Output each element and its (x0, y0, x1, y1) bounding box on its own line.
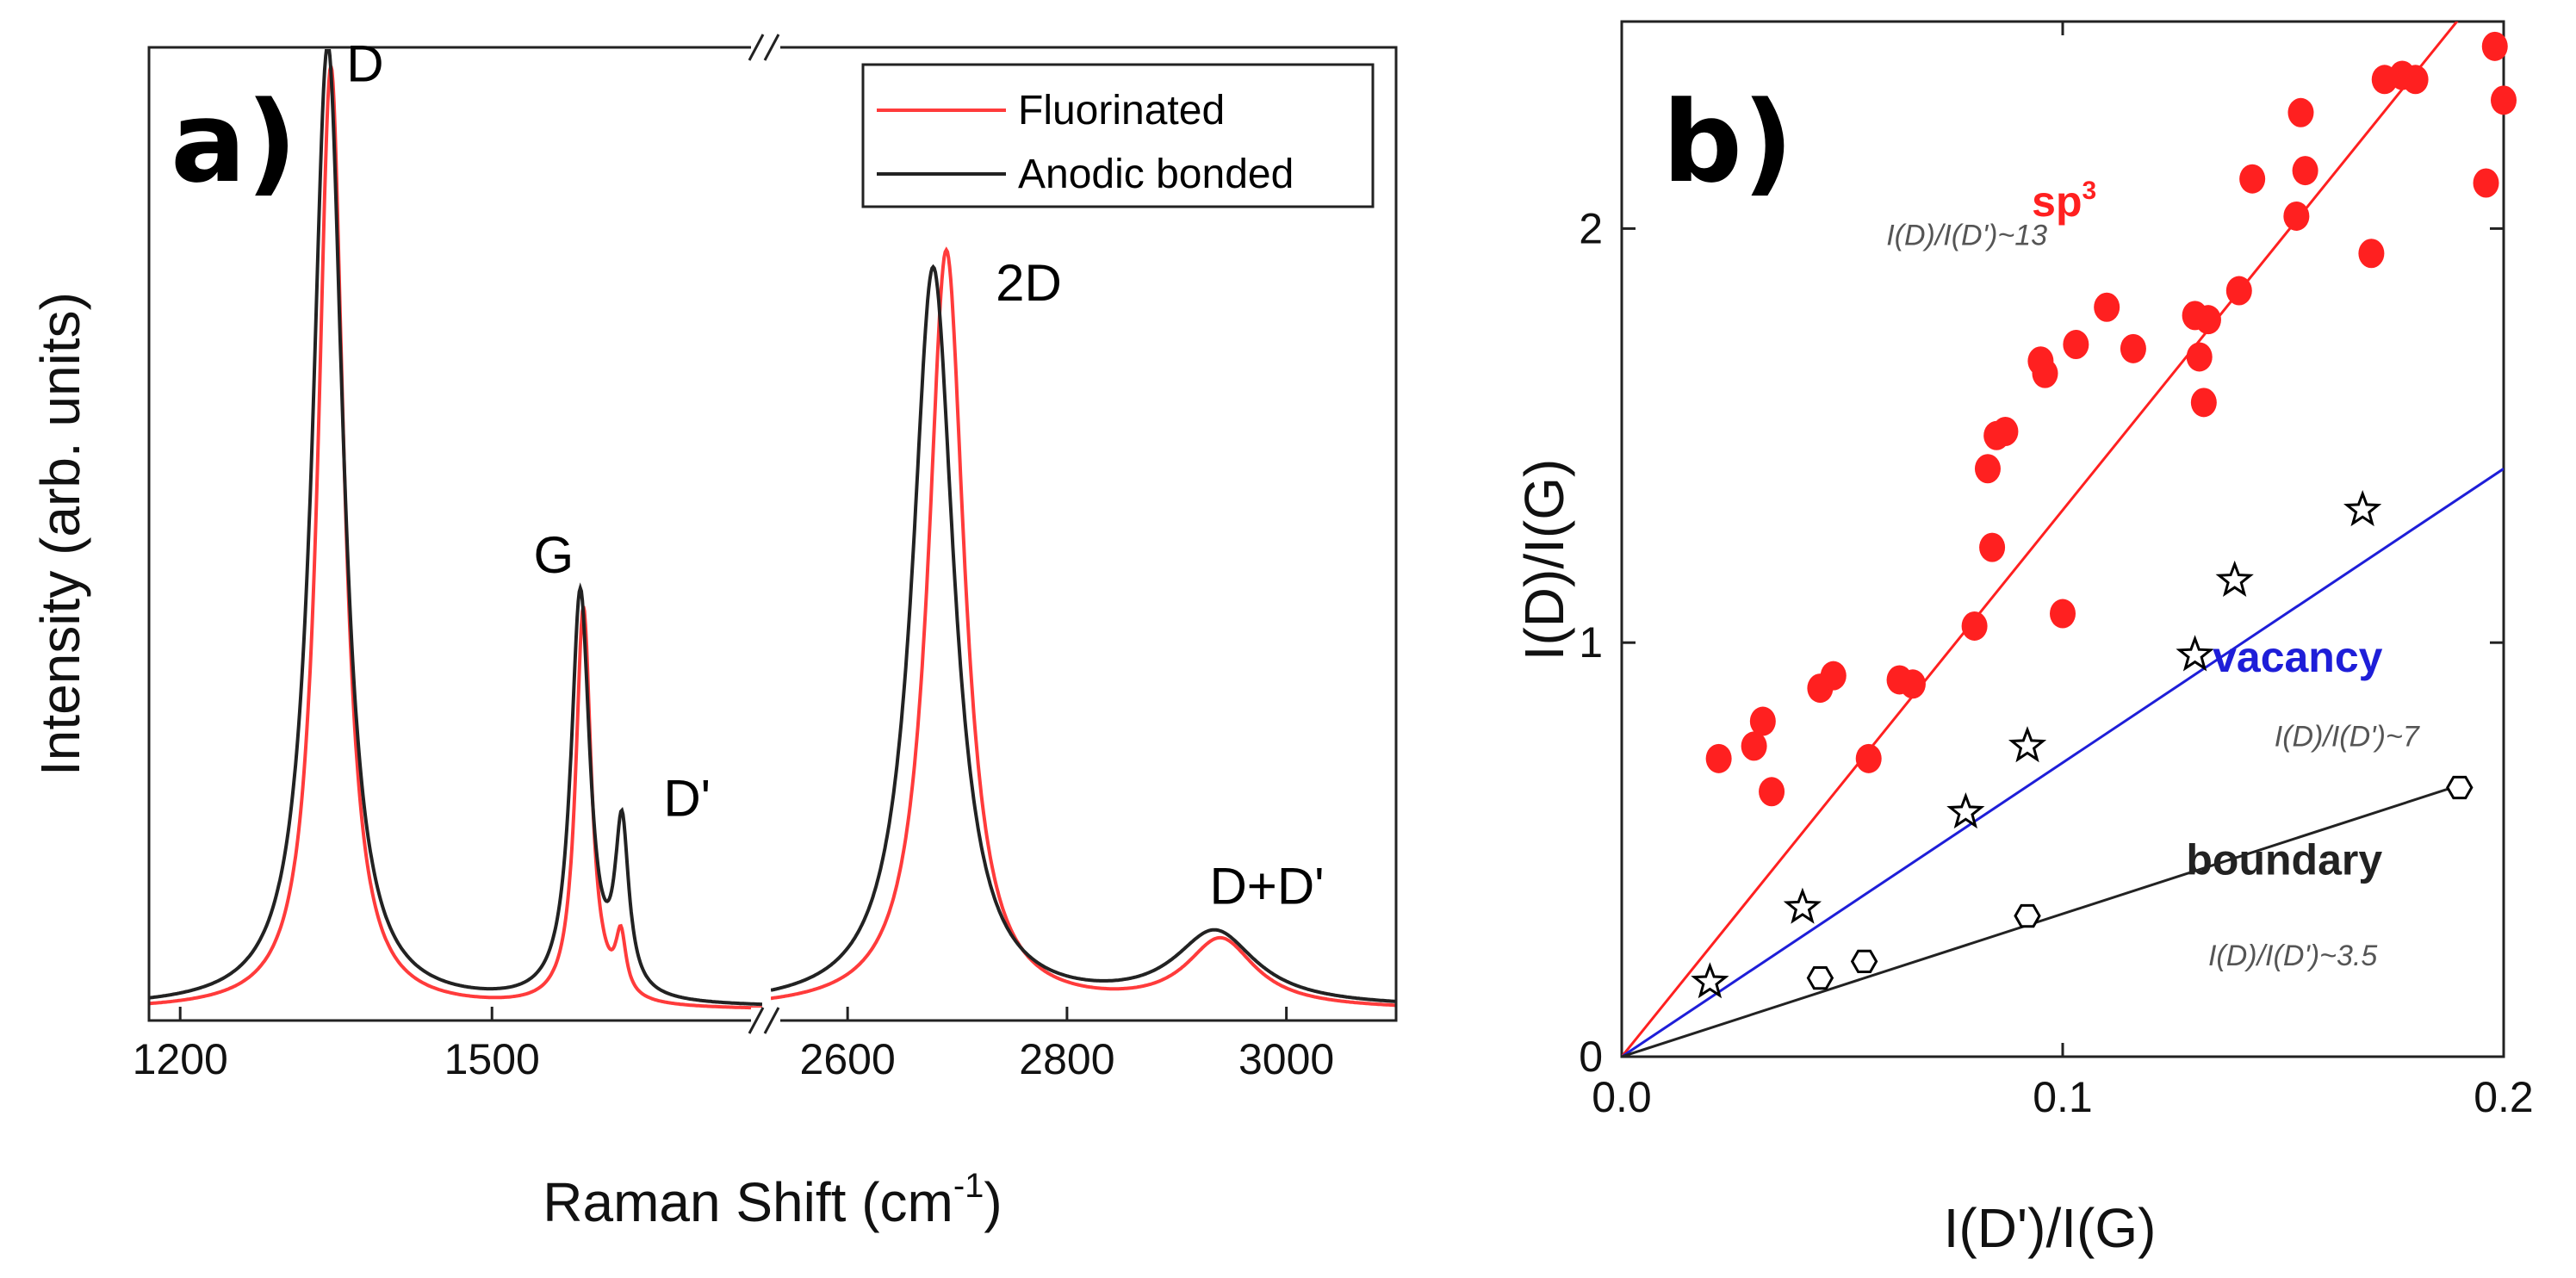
point-vacancy-6 (2343, 490, 2382, 527)
spectrum-curves (149, 49, 1396, 1010)
fit-line-boundary (1622, 784, 2461, 1057)
point-sp3-15 (2032, 358, 2058, 388)
legend-label-fluorinated: Fluorinated (1018, 88, 1225, 133)
point-sp3-25 (2239, 164, 2266, 194)
point-sp3-32 (2402, 65, 2429, 95)
x-tick-label-3000: 3000 (1238, 1035, 1334, 1083)
series-label-vacancy: vacancy (2213, 633, 2383, 681)
spectrum-line-anodic-bonded-segment-1 (149, 49, 762, 1007)
series-label-sp3: sp3 (2032, 177, 2096, 226)
point-sp3-3 (1759, 777, 1785, 807)
point-sp3-5 (1820, 661, 1847, 691)
point-boundary-2 (2014, 903, 2041, 928)
point-vacancy-1 (1783, 887, 1822, 924)
point-vacancy-4 (2176, 635, 2214, 672)
point-sp3-24 (2225, 276, 2252, 306)
b-y-tick-label-1: 1 (1579, 618, 1603, 667)
b-x-tick-label-2: 0.2 (2474, 1073, 2534, 1121)
point-boundary-0 (1806, 966, 1834, 990)
x-axis-title-close: ) (984, 1171, 1002, 1233)
point-vacancy-2 (1946, 792, 1985, 829)
point-sp3-8 (1899, 669, 1926, 699)
point-sp3-2 (1749, 706, 1776, 736)
point-sp3-13 (1992, 416, 2019, 446)
point-sp3-11 (1979, 532, 2006, 562)
x-tick-label-1500: 1500 (444, 1035, 540, 1083)
peak-label-d: D (346, 35, 383, 93)
panel-b-x-axis-title: I(D')/I(G) (1944, 1197, 2157, 1259)
series-annotations: sp3I(D)/I(D')~13vacancyI(D)/I(D')~7bound… (1886, 177, 2420, 972)
series-label-superscript-sp3: 3 (2083, 177, 2097, 205)
point-sp3-18 (2094, 292, 2120, 322)
point-sp3-9 (1961, 611, 1988, 641)
panel-a-x-ticks: 1200 1500 2600 2800 3000 (133, 1007, 1334, 1083)
point-boundary-3 (2446, 775, 2474, 800)
ratio-label-boundary: I(D)/I(D')~3.5 (2208, 940, 2377, 972)
point-sp3-16 (2050, 599, 2076, 629)
peak-label-dd: D+D' (1209, 857, 1324, 915)
b-y-tick-label-2: 2 (1579, 204, 1603, 252)
series-label-text-sp3: sp (2032, 177, 2082, 226)
point-vacancy-5 (2215, 560, 2254, 597)
peak-label-g: G (534, 526, 574, 584)
peak-label-2d: 2D (996, 254, 1062, 312)
point-sp3-0 (1705, 743, 1732, 773)
point-sp3-23 (2194, 305, 2221, 335)
point-sp3-33 (2473, 168, 2499, 198)
point-sp3-19 (2120, 333, 2146, 363)
point-sp3-34 (2481, 31, 2508, 61)
ratio-label-vacancy: I(D)/I(D')~7 (2275, 720, 2420, 753)
point-vacancy-0 (1691, 962, 1729, 999)
series-label-boundary: boundary (2186, 835, 2382, 884)
point-sp3-35 (2491, 85, 2517, 115)
panel-a-label: a) (171, 77, 297, 208)
b-y-tick-label-0: 0 (1579, 1033, 1603, 1081)
b-x-tick-label-0: 0.0 (1592, 1073, 1652, 1121)
point-vacancy-3 (2008, 726, 2047, 763)
peak-label-d: D' (663, 770, 711, 828)
point-sp3-27 (2287, 97, 2314, 127)
panel-b-label: b) (1662, 77, 1793, 208)
axis-break-marker-bottom (748, 1007, 780, 1034)
panel-b-axis-ticks: 0.0 0.1 0.2 0 1 2 (1579, 22, 2534, 1121)
point-sp3-10 (1974, 454, 2001, 484)
data-points (1691, 31, 2517, 999)
x-tick-label-2800: 2800 (1019, 1035, 1114, 1083)
point-sp3-26 (2283, 201, 2310, 231)
point-boundary-1 (1850, 949, 1878, 973)
x-tick-label-2600: 2600 (800, 1035, 896, 1083)
spectrum-line-fluorinated-segment-2 (771, 246, 1396, 1008)
point-sp3-21 (2186, 342, 2213, 372)
legend-label-anodic-bonded: Anodic bonded (1018, 152, 1294, 197)
point-sp3-1 (1741, 731, 1767, 761)
panel-b-y-axis-title: I(D)/I(G) (1513, 459, 1575, 661)
fit-line-sp3 (1622, 22, 2459, 1057)
peak-labels: D G D' 2D D+D' (346, 35, 1324, 915)
spectrum-line-anodic-bonded-segment-2 (771, 264, 1396, 1003)
point-sp3-17 (2063, 330, 2089, 360)
fit-lines (1622, 22, 2504, 1057)
legend-frame (861, 63, 1375, 208)
panel-a-x-axis-title: Raman Shift (cm-1) (543, 1167, 1002, 1233)
spectrum-line-fluorinated-segment-1 (149, 65, 762, 1010)
fit-line-vacancy (1622, 468, 2504, 1057)
series-label-text-vacancy: vacancy (2213, 633, 2383, 681)
point-sp3-28 (2292, 156, 2318, 186)
x-axis-title-superscript: -1 (953, 1167, 984, 1205)
legend: Fluorinated Anodic bonded (861, 63, 1375, 208)
axis-break-marker-top (748, 34, 780, 61)
panel-a-y-axis-title: Intensity (arb. units) (29, 292, 91, 776)
x-tick-label-1200: 1200 (133, 1035, 228, 1083)
ratio-label-sp3: I(D)/I(D')~13 (1886, 220, 2047, 252)
point-sp3-22 (2190, 388, 2217, 418)
b-x-tick-label-1: 0.1 (2033, 1073, 2093, 1121)
series-label-text-boundary: boundary (2186, 835, 2382, 884)
point-sp3-29 (2358, 239, 2385, 269)
x-axis-title-main: Raman Shift (cm (543, 1171, 953, 1233)
point-sp3-6 (1855, 743, 1882, 773)
raman-spectrum-chart: 1200 1500 2600 2800 3000 D G D' 2D D+D' Fluorina… (29, 34, 1398, 1233)
